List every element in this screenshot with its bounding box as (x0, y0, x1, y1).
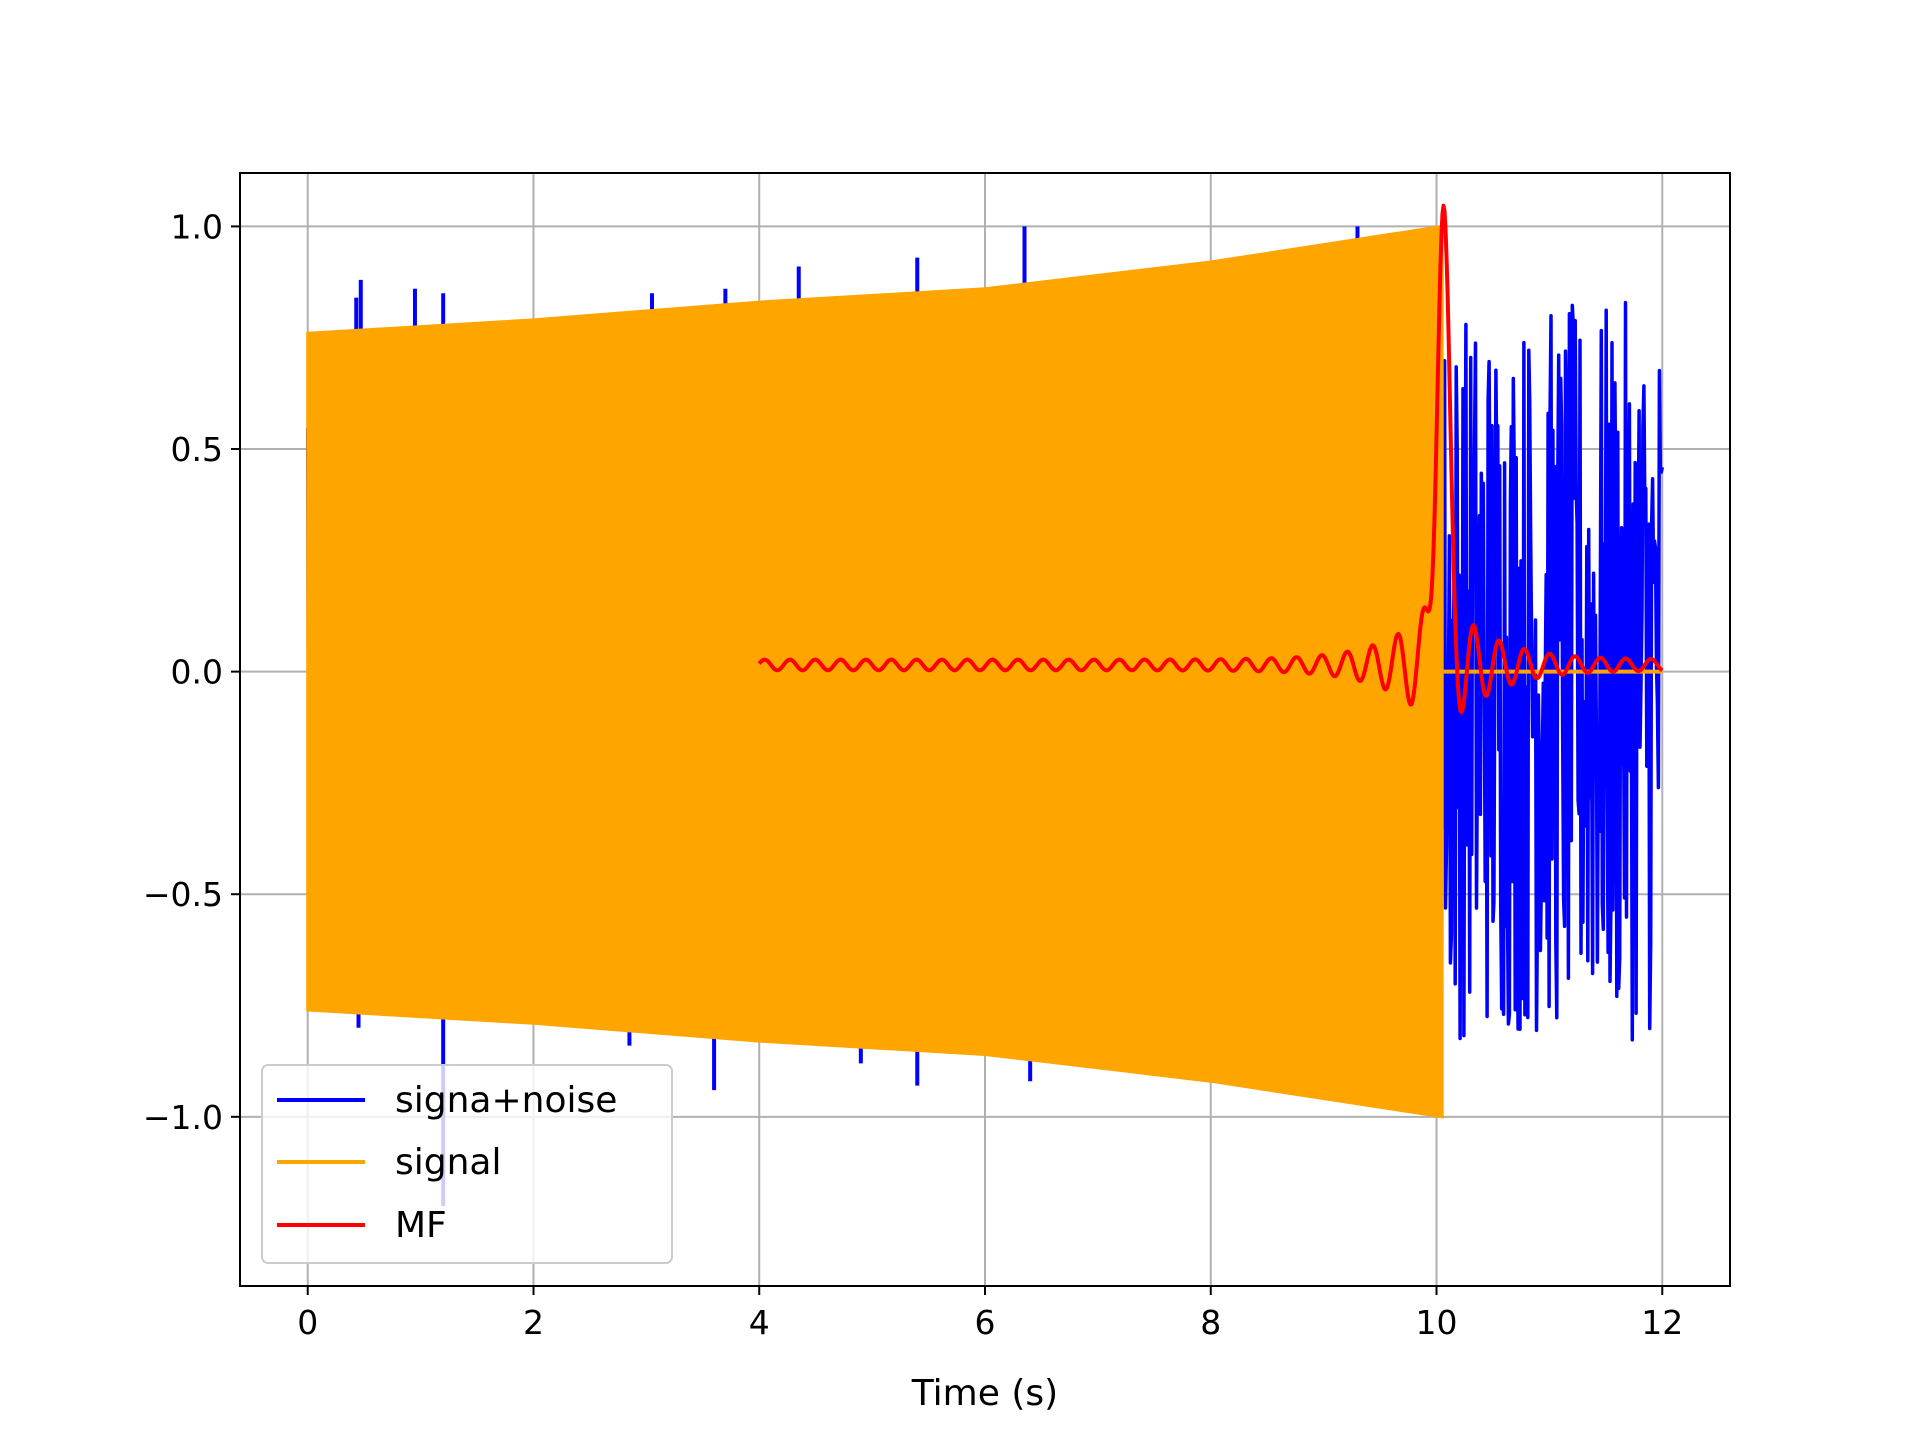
y-tick-label: 0.0 (171, 653, 223, 692)
y-tick-label: −1.0 (143, 1098, 223, 1137)
x-tick-label: 12 (1641, 1303, 1683, 1342)
y-tick-label: −0.5 (143, 875, 223, 914)
plot-area (305, 203, 1665, 1206)
x-tick-label: 8 (1200, 1303, 1221, 1342)
legend-box (261, 1064, 673, 1264)
legend: signa+noise signal MF (261, 1064, 673, 1264)
y-tick-label: 0.5 (171, 430, 223, 469)
x-tick-label: 2 (523, 1303, 544, 1342)
series-mf-line (757, 203, 1664, 715)
x-axis-label: Time (s) (911, 1373, 1058, 1414)
legend-label-mf: MF (395, 1205, 447, 1246)
x-tick-label: 6 (975, 1303, 996, 1342)
x-tick-label: 4 (749, 1303, 770, 1342)
series-mf (757, 203, 1664, 715)
x-tick-label: 10 (1416, 1303, 1458, 1342)
legend-label-signal: signal (395, 1142, 502, 1183)
x-axis: 0 2 4 6 8 10 12 (297, 1286, 1683, 1342)
legend-label-signa-noise: signa+noise (395, 1080, 617, 1121)
y-tick-label: 1.0 (171, 207, 223, 246)
y-axis: −1.0 −0.5 0.0 0.5 1.0 (143, 207, 240, 1137)
x-tick-label: 0 (297, 1303, 318, 1342)
series-signal-fill (306, 224, 1444, 1119)
series-signal (306, 224, 1663, 1119)
